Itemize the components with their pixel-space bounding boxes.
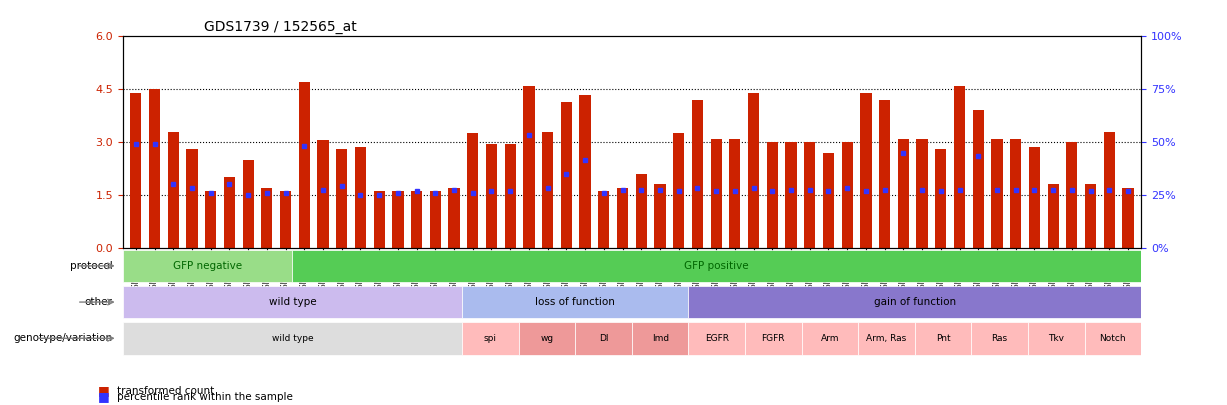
Bar — [636, 174, 647, 248]
Text: Notch: Notch — [1099, 334, 1126, 343]
Text: ■: ■ — [98, 390, 110, 403]
Text: Pnt: Pnt — [936, 334, 951, 343]
Bar — [123, 286, 463, 318]
Bar — [1066, 142, 1077, 248]
Bar — [860, 93, 871, 248]
Text: percentile rank within the sample: percentile rank within the sample — [117, 392, 292, 402]
Bar — [935, 149, 946, 248]
Bar — [1028, 322, 1085, 355]
Text: loss of function: loss of function — [535, 297, 615, 307]
Bar — [688, 322, 745, 355]
Bar — [575, 322, 632, 355]
Bar — [1085, 184, 1096, 248]
Text: spi: spi — [483, 334, 497, 343]
Text: FGFR: FGFR — [762, 334, 785, 343]
Bar — [463, 322, 519, 355]
Bar — [486, 144, 497, 248]
Text: Arm: Arm — [821, 334, 839, 343]
Bar — [973, 111, 984, 248]
Bar — [561, 102, 572, 248]
Bar — [1028, 147, 1040, 248]
Bar — [879, 100, 891, 248]
Bar — [168, 132, 179, 248]
Bar — [243, 160, 254, 248]
Bar — [123, 322, 463, 355]
Bar — [429, 192, 440, 248]
Bar — [767, 142, 778, 248]
Bar — [123, 249, 292, 282]
Text: wild type: wild type — [271, 334, 313, 343]
Bar — [542, 132, 553, 248]
Bar — [915, 322, 972, 355]
Bar — [148, 89, 161, 248]
Text: GDS1739 / 152565_at: GDS1739 / 152565_at — [204, 20, 357, 34]
Bar — [823, 153, 834, 248]
Bar — [130, 93, 141, 248]
Bar — [804, 142, 816, 248]
Bar — [448, 188, 460, 248]
Bar — [336, 149, 347, 248]
Text: other: other — [85, 297, 113, 307]
Text: wg: wg — [540, 334, 553, 343]
Bar — [599, 192, 610, 248]
Bar — [748, 93, 760, 248]
Bar — [187, 149, 198, 248]
Bar — [393, 192, 404, 248]
Bar — [692, 100, 703, 248]
Bar — [205, 192, 216, 248]
Bar — [858, 322, 915, 355]
Bar — [729, 139, 740, 248]
Text: protocol: protocol — [70, 261, 113, 271]
Bar — [1048, 184, 1059, 248]
Bar — [953, 86, 966, 248]
Bar — [261, 188, 272, 248]
Bar — [1010, 139, 1021, 248]
Text: EGFR: EGFR — [704, 334, 729, 343]
Bar — [524, 86, 535, 248]
Bar — [1103, 132, 1115, 248]
Bar — [842, 142, 853, 248]
Bar — [688, 286, 1141, 318]
Text: GFP positive: GFP positive — [685, 261, 750, 271]
Bar — [373, 192, 385, 248]
Bar — [223, 177, 236, 248]
Bar — [674, 133, 685, 248]
Bar — [745, 322, 801, 355]
Bar — [632, 322, 688, 355]
Bar — [579, 94, 590, 248]
Bar — [463, 286, 688, 318]
Text: Ras: Ras — [991, 334, 1007, 343]
Bar — [1085, 322, 1141, 355]
Bar — [504, 144, 515, 248]
Bar — [519, 322, 575, 355]
Text: gain of function: gain of function — [874, 297, 956, 307]
Bar — [972, 322, 1028, 355]
Bar — [898, 139, 909, 248]
Bar — [355, 147, 366, 248]
Text: Imd: Imd — [652, 334, 669, 343]
Bar — [298, 82, 310, 248]
Bar — [801, 322, 858, 355]
Text: transformed count: transformed count — [117, 386, 213, 396]
Text: genotype/variation: genotype/variation — [13, 333, 113, 343]
Bar — [292, 249, 1141, 282]
Text: Tkv: Tkv — [1048, 334, 1064, 343]
Bar — [654, 184, 665, 248]
Bar — [991, 139, 1002, 248]
Bar — [318, 141, 329, 248]
Text: ■: ■ — [98, 384, 110, 397]
Bar — [411, 192, 422, 248]
Bar — [1123, 188, 1134, 248]
Text: wild type: wild type — [269, 297, 317, 307]
Text: GFP negative: GFP negative — [173, 261, 242, 271]
Bar — [617, 188, 628, 248]
Bar — [710, 139, 721, 248]
Bar — [280, 192, 291, 248]
Bar — [785, 142, 796, 248]
Bar — [467, 133, 479, 248]
Bar — [917, 139, 928, 248]
Text: Dl: Dl — [599, 334, 609, 343]
Text: Arm, Ras: Arm, Ras — [866, 334, 907, 343]
